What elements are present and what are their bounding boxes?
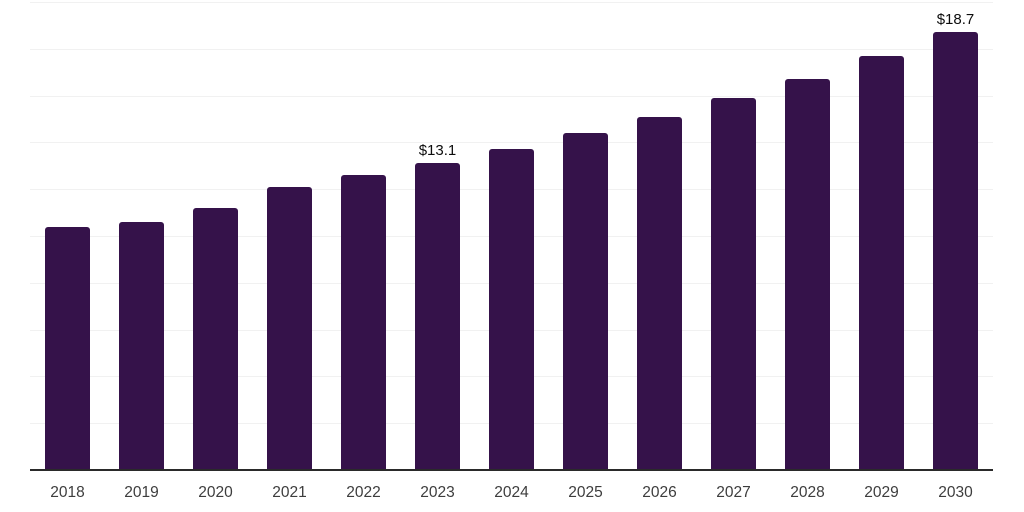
x-tick-2021: 2021 bbox=[272, 484, 307, 501]
bar-2030 bbox=[933, 32, 978, 470]
bar-2026 bbox=[637, 116, 682, 470]
gridline-14 bbox=[30, 142, 993, 144]
gridline-16 bbox=[30, 95, 993, 97]
x-tick-2023: 2023 bbox=[420, 484, 455, 501]
x-tick-2030: 2030 bbox=[938, 484, 973, 501]
x-tick-2027: 2027 bbox=[716, 484, 751, 501]
bar-2029 bbox=[859, 55, 904, 470]
bar-2025 bbox=[563, 133, 608, 470]
data-label-2023: $13.1 bbox=[418, 142, 457, 160]
plot-area: $13.1 $18.7 bbox=[30, 2, 993, 470]
data-label-2030: $18.7 bbox=[936, 11, 975, 29]
bar-2020 bbox=[193, 207, 238, 470]
x-tick-2018: 2018 bbox=[50, 484, 85, 501]
gridline-20 bbox=[30, 2, 993, 3]
x-tick-2019: 2019 bbox=[124, 484, 159, 501]
bar-2018 bbox=[45, 226, 90, 470]
x-axis-line bbox=[30, 469, 993, 471]
bar-2021 bbox=[267, 186, 312, 470]
bar-2022 bbox=[341, 175, 386, 470]
x-tick-2026: 2026 bbox=[642, 484, 677, 501]
gridline-18 bbox=[30, 48, 993, 50]
x-tick-2025: 2025 bbox=[568, 484, 603, 501]
bar-2023 bbox=[415, 163, 460, 470]
x-tick-2024: 2024 bbox=[494, 484, 529, 501]
x-tick-2022: 2022 bbox=[346, 484, 381, 501]
bar-2028 bbox=[785, 79, 830, 470]
x-axis-labels: 2018 2019 2020 2021 2022 2023 2024 2025 2026 2027… bbox=[0, 483, 1024, 503]
x-tick-2028: 2028 bbox=[790, 484, 825, 501]
bar-2024 bbox=[489, 149, 534, 470]
x-tick-2029: 2029 bbox=[864, 484, 899, 501]
bar-2019 bbox=[119, 221, 164, 470]
x-tick-2020: 2020 bbox=[198, 484, 233, 501]
bar-2027 bbox=[711, 97, 756, 470]
